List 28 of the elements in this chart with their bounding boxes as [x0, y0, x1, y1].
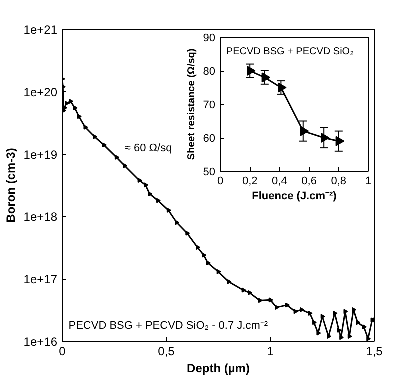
y-tick-label: 50 [203, 166, 216, 178]
y-tick-label: 1e+21 [24, 23, 58, 37]
y-axis-title: Boron (cm-3) [4, 148, 18, 223]
y-tick-label: 1e+19 [24, 148, 58, 162]
x-axis-title: Depth (µm) [187, 362, 250, 376]
x-tick-label: 0 [59, 344, 66, 358]
y-tick-label: 60 [203, 133, 216, 145]
text: PECVD BSG + PECVD SiO₂ [226, 46, 354, 58]
x-axis-title: Fluence (J.cm⁻²) [252, 190, 338, 202]
x-tick-label: 1 [267, 344, 274, 358]
x-tick-label: 0,5 [158, 344, 176, 358]
x-tick-label: 0,2 [242, 176, 258, 188]
x-tick-label: 0,6 [302, 176, 317, 188]
x-tick-label: 0 [217, 176, 224, 188]
annotation: ≈ 60 Ω/sq [124, 142, 172, 154]
y-tick-label: 70 [203, 100, 216, 112]
y-tick-label: 1e+20 [24, 85, 58, 100]
x-tick-label: 0,8 [331, 176, 347, 188]
y-tick-label: 1e+16 [24, 335, 58, 349]
x-tick-label: 0,4 [272, 176, 288, 188]
y-tick-label: 1e+17 [24, 272, 58, 287]
y-axis-title: Sheet resistance (Ω/sq) [186, 48, 198, 160]
annotation: PECVD BSG + PECVD SiO₂ - 0.7 J.cm⁻² [68, 320, 268, 332]
y-tick-label: 1e+18 [24, 210, 58, 224]
x-tick-label: 1,5 [366, 344, 384, 358]
y-tick-label: 90 [203, 32, 216, 44]
x-tick-label: 1 [365, 176, 372, 188]
y-tick-label: 80 [203, 66, 216, 78]
